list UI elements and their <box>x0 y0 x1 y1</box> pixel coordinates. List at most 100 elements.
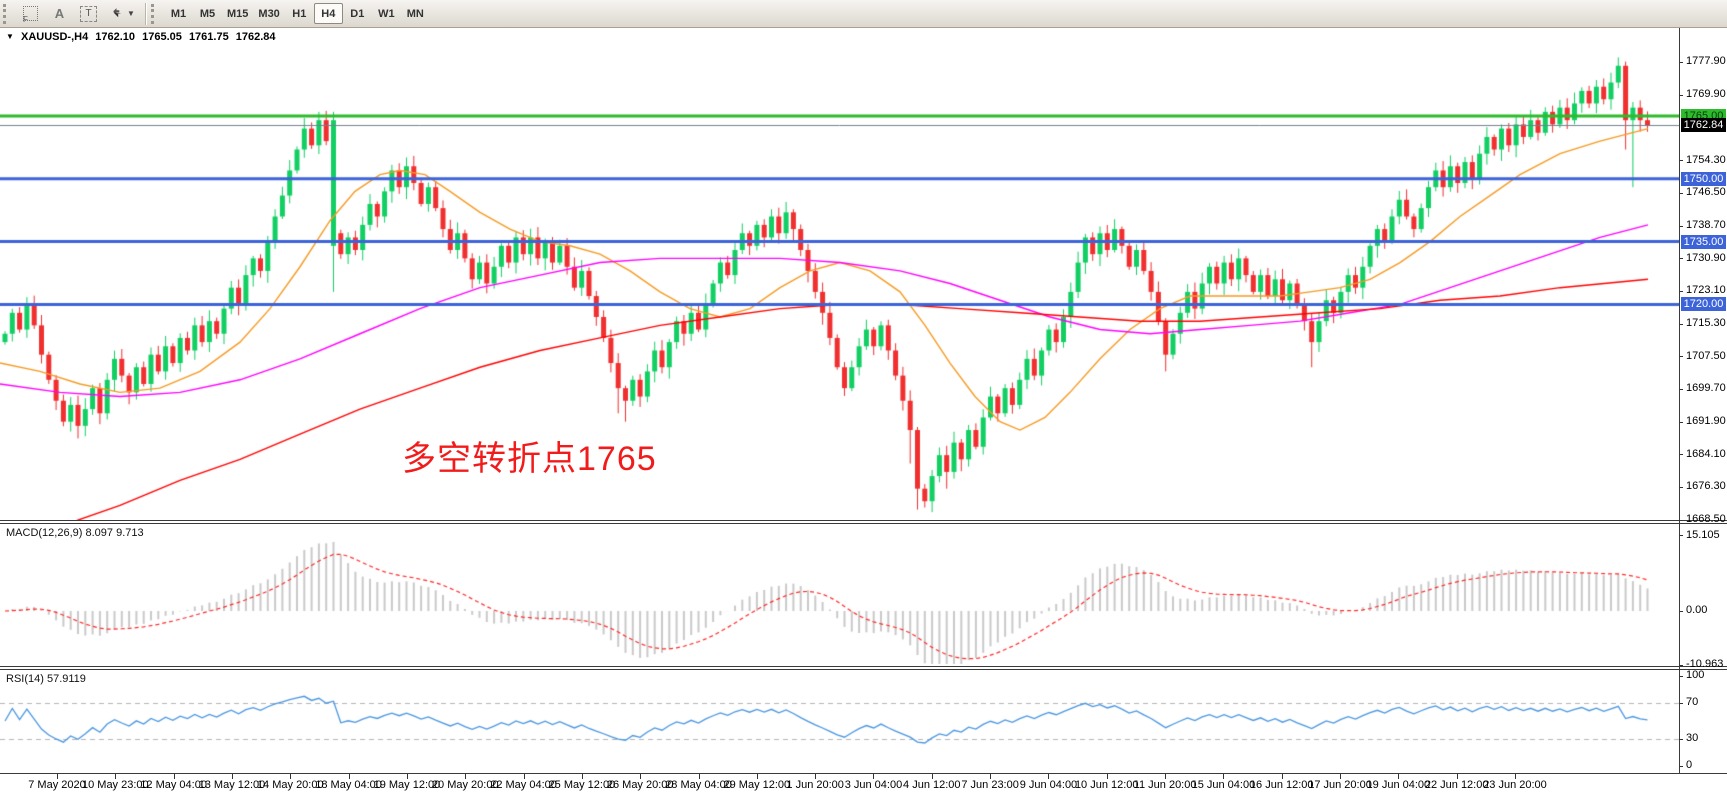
ohlc-high: 1765.05 <box>142 31 182 43</box>
price-axis-border <box>1679 28 1680 773</box>
price-axis-label: 1769.90 <box>1686 88 1726 101</box>
price-axis-tick <box>1679 519 1683 521</box>
time-axis-label: 23 Jun 20:00 <box>1483 779 1547 791</box>
price-axis-tick <box>1679 258 1683 260</box>
panel-separator[interactable] <box>0 666 1727 667</box>
time-axis-tick <box>173 774 175 779</box>
time-axis-tick <box>465 774 467 779</box>
timeframe-button-m5[interactable]: M5 <box>193 3 222 24</box>
rsi-axis-label: 70 <box>1686 696 1699 708</box>
panel-separator[interactable] <box>0 523 1727 524</box>
price-axis-tick <box>1679 486 1683 488</box>
toolbar-drag-handle[interactable] <box>3 3 13 24</box>
timeframe-button-h1[interactable]: H1 <box>285 3 314 24</box>
price-axis-label: 1723.10 <box>1686 284 1726 297</box>
timeframe-toolbar-drag-handle[interactable] <box>151 3 161 24</box>
rsi-axis-label: 0 <box>1686 759 1693 771</box>
timeframe-button-w1[interactable]: W1 <box>372 3 401 24</box>
hline-price-flag: 1720.00 <box>1681 297 1726 312</box>
time-axis-tick <box>115 774 117 779</box>
time-axis-tick <box>57 774 58 779</box>
time-axis-tick <box>1106 774 1108 779</box>
arrow-style-button[interactable]: ▼ <box>104 3 142 25</box>
rsi-axis-tick <box>1679 675 1683 677</box>
price-axis-tick <box>1679 192 1683 194</box>
grid-icon: F <box>23 6 38 24</box>
time-axis-tick <box>1515 774 1516 779</box>
rsi-axis-label: 30 <box>1686 732 1699 744</box>
time-axis-tick <box>815 774 817 779</box>
time-axis-label: 17 Jun 20:00 <box>1308 779 1372 791</box>
ohlc-low: 1761.75 <box>188 31 229 43</box>
rsi-axis-label: 100 <box>1686 669 1705 681</box>
hline-price-flag: 1750.00 <box>1681 171 1726 186</box>
price-axis-tick <box>1679 290 1683 292</box>
time-axis-tick <box>1340 774 1342 779</box>
macd-axis-tick <box>1679 664 1683 666</box>
symbol-dropdown-icon[interactable]: ▼ <box>6 32 14 41</box>
price-axis-label: 1684.10 <box>1686 447 1726 460</box>
time-axis-label: 15 Jun 04:00 <box>1191 779 1256 791</box>
chevron-down-icon: ▼ <box>127 9 135 18</box>
macd-axis-label: 15.105 <box>1686 528 1720 541</box>
time-axis-label: 29 May 12:00 <box>723 779 791 791</box>
price-axis-label: 1676.30 <box>1686 480 1726 493</box>
macd-main-value: 8.097 <box>85 527 114 539</box>
time-axis-label: 10 May 23:00 <box>81 779 149 791</box>
time-axis-label: 25 May 12:00 <box>548 779 616 791</box>
time-axis-label: 22 Jun 12:00 <box>1424 779 1489 791</box>
macd-axis-label: 0.00 <box>1686 604 1708 616</box>
font-tool-button[interactable]: A <box>46 3 73 25</box>
time-axis-label: 28 May 04:00 <box>665 779 732 791</box>
time-axis-tick <box>290 774 292 779</box>
timeframe-button-m15[interactable]: M15 <box>222 3 253 24</box>
rsi-indicator-label: RSI(14) 57.9119 <box>6 673 86 685</box>
time-axis-label: 22 May 04:00 <box>490 779 557 791</box>
panel-separator[interactable] <box>0 669 1727 670</box>
panel-separator[interactable] <box>0 520 1727 521</box>
price-axis-tick <box>1679 94 1683 96</box>
price-axis-tick <box>1679 225 1683 227</box>
arrows-icon <box>113 7 122 17</box>
time-axis-label: 18 May 04:00 <box>315 779 382 791</box>
time-axis-label: 26 May 20:00 <box>606 779 674 791</box>
timeframe-button-d1[interactable]: D1 <box>343 3 372 24</box>
price-axis-label: 1738.70 <box>1686 219 1726 232</box>
time-axis-label: 7 Jun 23:00 <box>961 779 1019 791</box>
time-axis-tick <box>931 774 933 779</box>
time-axis-tick <box>406 774 408 779</box>
price-axis-label: 1754.30 <box>1686 153 1726 166</box>
time-axis-tick <box>873 774 875 779</box>
symbol-ohlc-line: ▼ XAUUSD-,H4 1762.10 1765.05 1761.75 176… <box>6 31 280 43</box>
main-chart-canvas[interactable] <box>0 28 1679 520</box>
rsi-axis-tick <box>1679 738 1683 740</box>
time-axis-tick <box>1456 774 1458 779</box>
timeframe-button-m30[interactable]: M30 <box>253 3 284 24</box>
time-axis-label: 16 Jun 12:00 <box>1249 779 1314 791</box>
time-axis-tick <box>698 774 700 779</box>
ohlc-close: 1762.84 <box>235 31 276 43</box>
time-axis-tick <box>1048 774 1050 779</box>
macd-signal-value: 9.713 <box>116 527 144 539</box>
time-axis-tick <box>523 774 525 779</box>
price-axis-tick <box>1679 160 1683 162</box>
price-axis-tick <box>1679 61 1683 63</box>
toolbar: F A T ▼ M1 M5 M15 M30 H1 H4 D1 W1 MN <box>0 0 1727 28</box>
text-label-icon: T <box>80 5 97 22</box>
macd-axis-tick <box>1679 610 1683 612</box>
text-label-tool-button[interactable]: T <box>75 3 102 25</box>
timeframe-button-h4[interactable]: H4 <box>313 3 343 24</box>
macd-indicator-label: MACD(12,26,9) 8.097 9.713 <box>6 527 144 539</box>
timeframe-button-mn[interactable]: MN <box>401 3 430 24</box>
chart-text-annotation[interactable]: 多空转折点1765 <box>402 440 657 478</box>
time-axis-label: 7 May 2020 <box>28 779 86 791</box>
timeframe-button-m1[interactable]: M1 <box>164 3 193 24</box>
price-axis-tick <box>1679 388 1683 390</box>
hline-price-flag: 1735.00 <box>1681 234 1726 249</box>
rsi-panel-canvas[interactable] <box>0 670 1679 773</box>
macd-panel-canvas[interactable] <box>0 524 1679 666</box>
time-axis-label: 12 May 04:00 <box>140 779 207 791</box>
grid-tool-button[interactable]: F <box>17 3 44 25</box>
time-axis-label: 4 Jun 12:00 <box>903 779 961 791</box>
